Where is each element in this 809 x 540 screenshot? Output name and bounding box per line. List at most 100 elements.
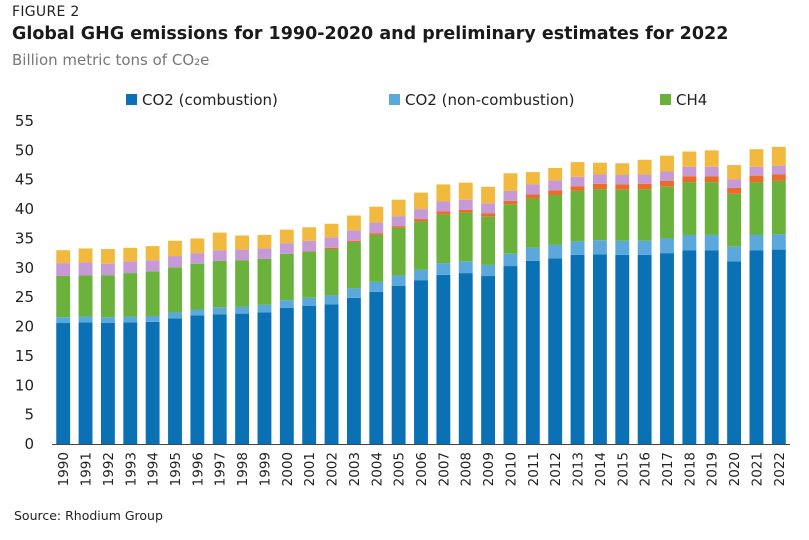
x-tick-label: 2002 xyxy=(325,452,341,486)
bar-segment xyxy=(458,209,473,213)
x-axis: 1990 1991 1992 1993 1994 1995 1996 1997 1998 1999… xyxy=(52,444,790,486)
bar-segment xyxy=(682,151,697,167)
bar-stack-2019 xyxy=(704,150,719,444)
bar-stack-2013 xyxy=(570,162,585,444)
bar-stack-2015 xyxy=(615,163,630,444)
bar-stack-1995 xyxy=(168,240,182,444)
bar-stack-2002 xyxy=(324,223,339,444)
bar-segment xyxy=(302,251,317,298)
bar-stack-2017 xyxy=(660,155,674,444)
x-tick-label: 2006 xyxy=(414,452,430,486)
bar-stack-1994 xyxy=(145,246,160,444)
bar-segment xyxy=(100,275,115,318)
x-tick-label: 1998 xyxy=(235,452,251,486)
bar-segment xyxy=(168,318,182,444)
bar-segment xyxy=(56,276,71,318)
bar-segment xyxy=(123,261,138,274)
x-tick-label: 1997 xyxy=(213,452,229,486)
bar-segment xyxy=(771,234,786,250)
bar-segment xyxy=(458,273,473,444)
bar-segment xyxy=(346,288,361,298)
bar-segment xyxy=(592,174,607,184)
x-tick-label: 2011 xyxy=(526,452,542,486)
bar-segment xyxy=(660,253,674,444)
x-tick-label: 2009 xyxy=(481,452,497,486)
bar-segment xyxy=(302,251,317,252)
x-tick-label: 2008 xyxy=(459,452,475,486)
bar-segment xyxy=(324,237,339,248)
bar-segment xyxy=(324,295,339,305)
bar-stack-2020 xyxy=(727,165,742,444)
y-tick-label: 15 xyxy=(15,347,34,365)
x-tick-label: 1995 xyxy=(168,452,184,486)
figure-label: FIGURE 2 xyxy=(12,4,80,20)
bar-segment xyxy=(145,260,160,272)
bar-segment xyxy=(615,163,630,176)
x-tick-label: 2000 xyxy=(280,452,296,486)
bar-segment xyxy=(749,250,764,444)
x-tick-label: 2004 xyxy=(369,452,385,486)
bar-segment xyxy=(727,261,742,444)
bar-segment xyxy=(212,250,227,261)
bar-segment xyxy=(391,275,406,287)
chart-subtitle: Billion metric tons of CO₂e xyxy=(12,51,210,69)
bar-segment xyxy=(212,307,227,315)
bar-segment xyxy=(56,263,71,277)
bar-segment xyxy=(660,180,674,187)
bar-segment xyxy=(100,323,115,444)
bar-segment xyxy=(749,166,764,176)
bar-segment xyxy=(414,209,428,220)
bar-segment xyxy=(168,240,182,257)
bar-segment xyxy=(235,313,250,444)
y-tick-label: 45 xyxy=(15,171,34,189)
bar-segment xyxy=(660,155,674,172)
bar-segment xyxy=(302,305,317,444)
bar-stack-2010 xyxy=(503,173,518,444)
x-tick-label: 2005 xyxy=(392,452,408,486)
bar-segment xyxy=(257,248,272,260)
bar-segment xyxy=(391,216,406,227)
bar-stack-1998 xyxy=(235,235,250,444)
bar-segment xyxy=(570,254,585,444)
bar-segment xyxy=(503,190,518,201)
bar-segment xyxy=(78,248,93,263)
bar-segment xyxy=(637,159,652,175)
bar-segment xyxy=(436,274,451,444)
bar-segment xyxy=(145,321,160,444)
bar-segment xyxy=(727,165,742,180)
bar-segment xyxy=(525,260,540,444)
bar-segment xyxy=(279,229,294,244)
x-tick-label: 2017 xyxy=(660,452,676,486)
y-tick-label: 25 xyxy=(15,288,34,306)
bar-segment xyxy=(637,240,652,255)
bar-segment xyxy=(145,315,160,322)
legend-swatch xyxy=(126,94,137,105)
bar-segment xyxy=(369,206,384,223)
bar-segment xyxy=(257,259,272,305)
x-tick-label: 1993 xyxy=(123,452,139,486)
y-tick-label: 30 xyxy=(15,259,34,277)
bar-segment xyxy=(190,315,205,444)
bar-segment xyxy=(727,246,742,262)
bar-segment xyxy=(257,312,272,444)
y-tick-label: 5 xyxy=(24,406,34,424)
bar-segment xyxy=(346,215,361,231)
bar-segment xyxy=(704,176,719,183)
bar-segment xyxy=(637,254,652,444)
bar-segment xyxy=(190,238,205,254)
legend-swatch xyxy=(389,94,400,105)
bar-segment xyxy=(458,212,473,262)
bar-segment xyxy=(436,201,451,212)
bar-segment xyxy=(391,199,406,217)
bar-segment xyxy=(78,322,93,444)
bar-segment xyxy=(346,241,361,289)
bar-stack-1999 xyxy=(257,234,272,444)
bar-segment xyxy=(503,200,518,205)
bar-segment xyxy=(168,312,182,319)
bar-segment xyxy=(682,166,697,177)
bar-segment xyxy=(682,176,697,183)
x-tick-label: 2014 xyxy=(593,452,609,486)
bar-segment xyxy=(414,280,428,444)
x-tick-label: 1999 xyxy=(257,452,273,486)
bar-segment xyxy=(660,238,674,254)
